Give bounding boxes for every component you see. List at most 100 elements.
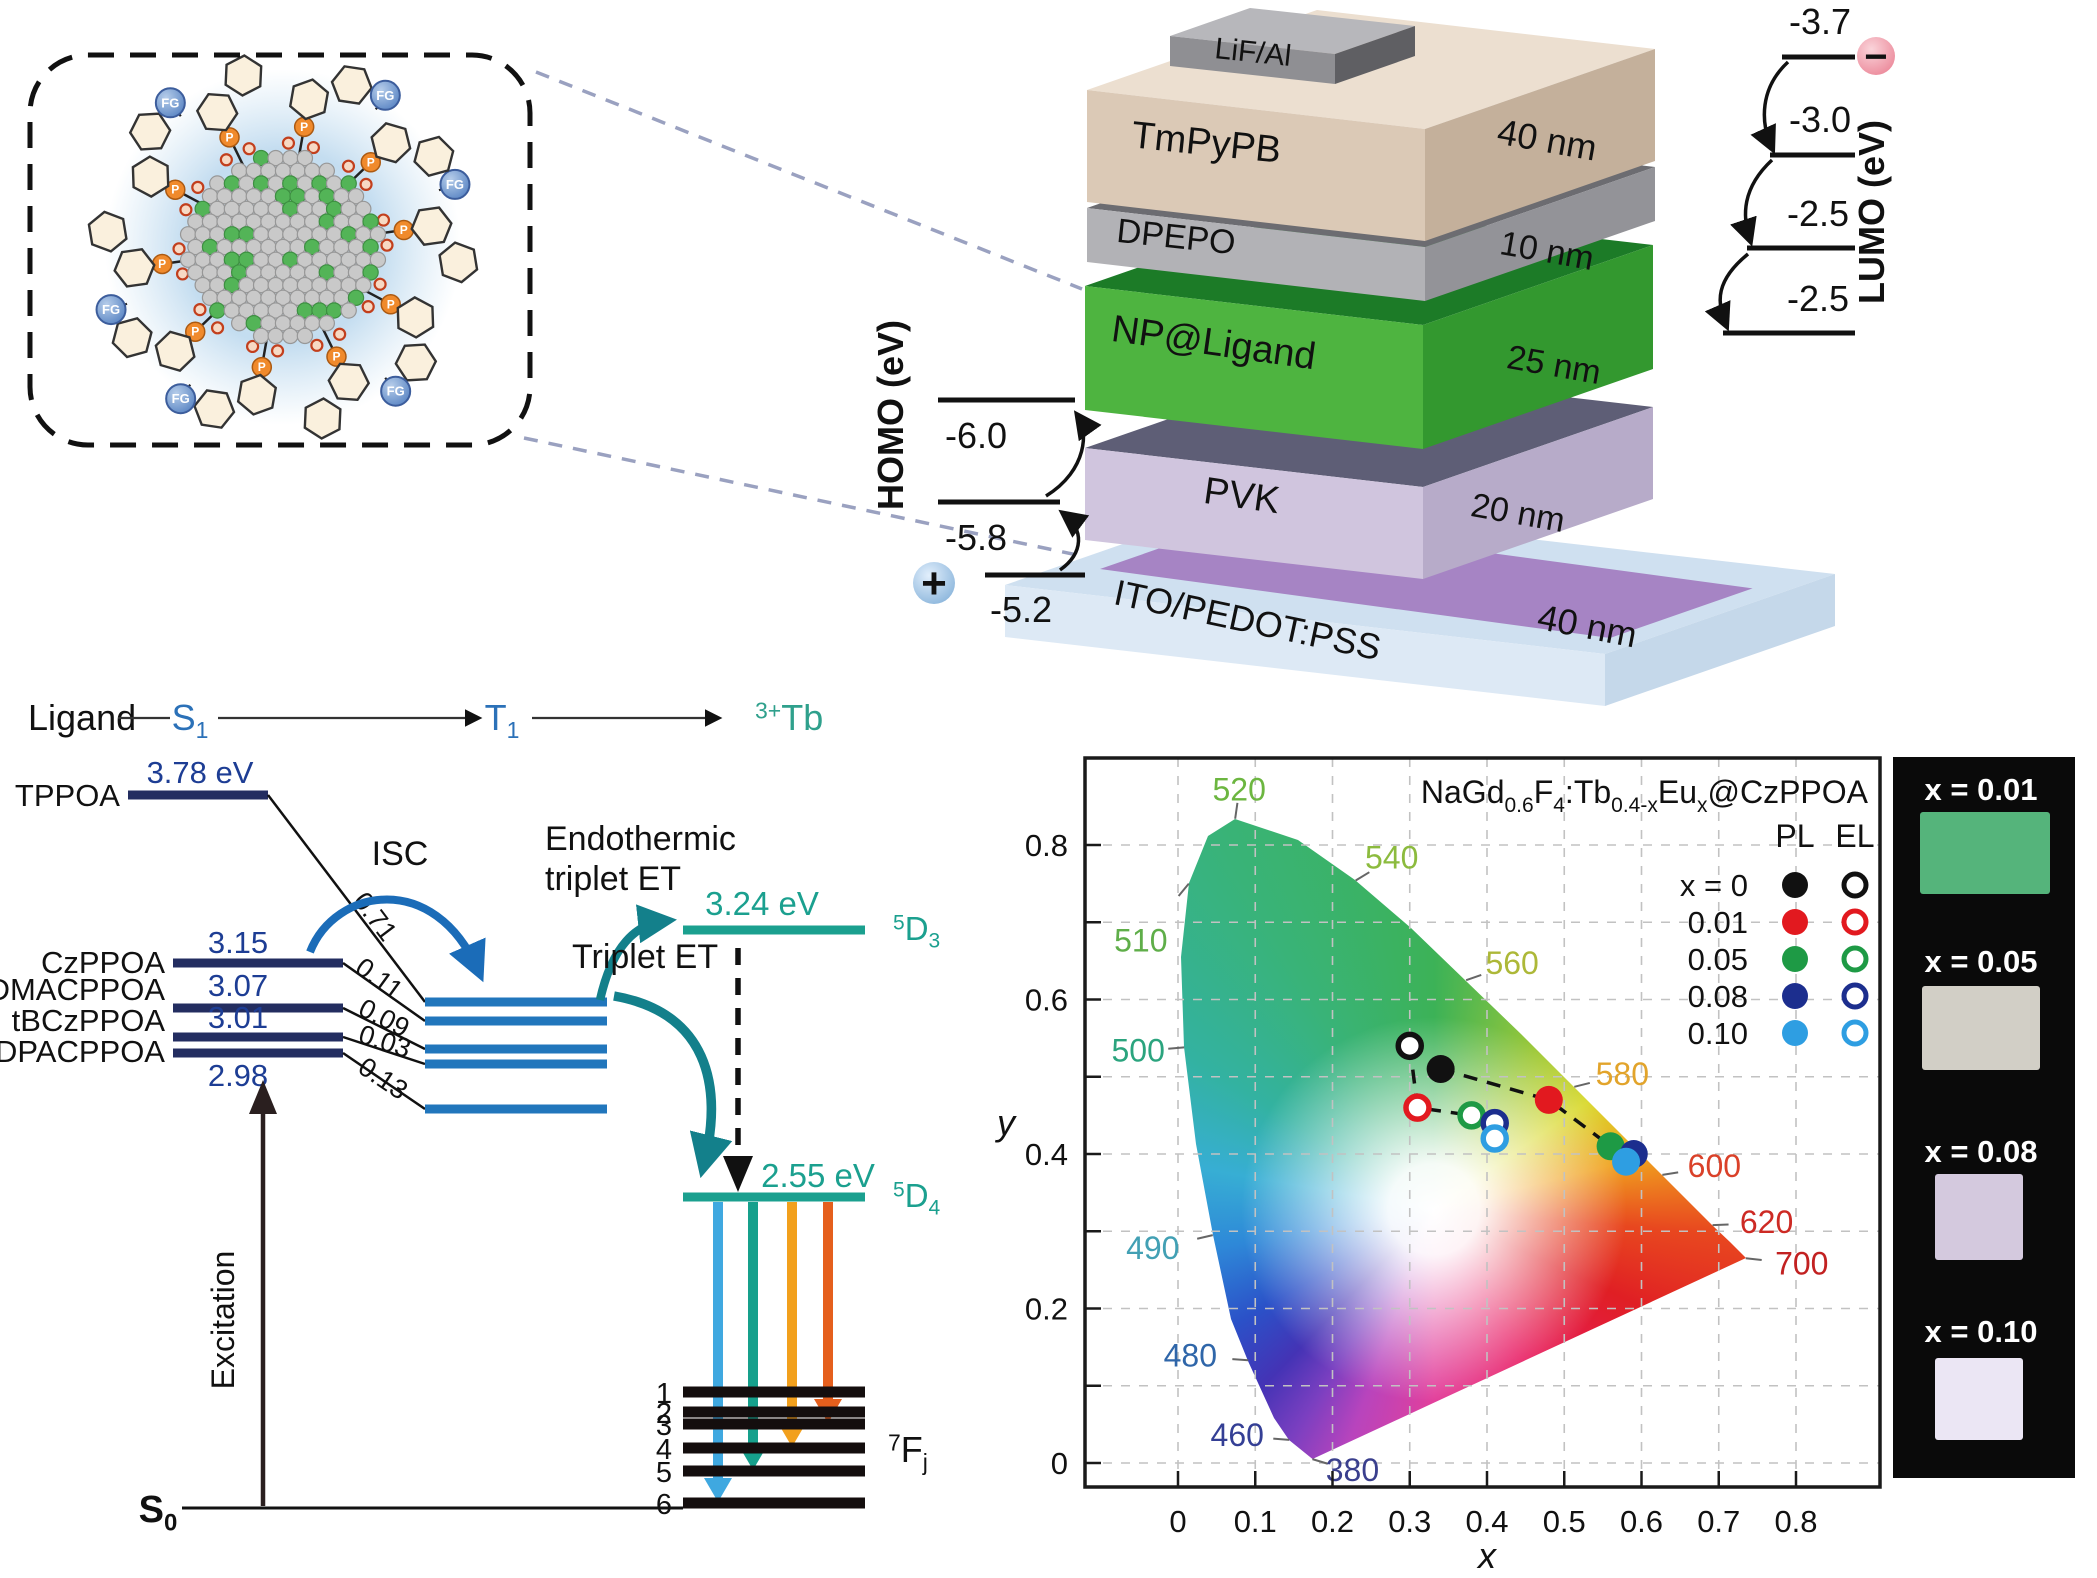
wavelength-tick: [1168, 1046, 1185, 1050]
plot-frame: [1083, 756, 1882, 1489]
wavelength-label: 380: [1326, 1452, 1379, 1488]
benzene-ring: [303, 397, 342, 440]
phosphorus-symbol: P: [226, 130, 234, 144]
ligand-group: P FG: [303, 325, 412, 440]
dopant-ion-dot: [340, 175, 357, 192]
dopant-ion-dot: [209, 302, 226, 319]
d3-term-label: 5D3: [893, 910, 940, 952]
ligand-name-label: tBCzPPOA: [12, 1003, 166, 1038]
ligand-group: P: [193, 333, 285, 429]
legend-header-pl: PL: [1775, 818, 1814, 854]
benzene-ring: [396, 296, 435, 339]
isc-connector-line: [342, 961, 426, 1023]
x-tick-label: 0.2: [1311, 1504, 1354, 1539]
tspan: 5: [893, 911, 905, 934]
tspan: F: [901, 1429, 923, 1470]
t1-header-label: T1: [485, 697, 520, 743]
benzene-ring: [128, 112, 172, 151]
oxygen-atom-icon: [210, 321, 225, 335]
excitation-arrowhead: [249, 1080, 277, 1114]
s1-energy-value: 3.78 eV: [147, 755, 254, 790]
wavelength-label: 560: [1485, 945, 1538, 981]
phosphorus-symbol: P: [332, 350, 340, 364]
layer-side-face: [1425, 167, 1655, 301]
oxygen-atom-icon: [245, 339, 260, 354]
photo-label: x = 0.01: [1925, 772, 2038, 807]
oxygen-atom-icon: [179, 203, 193, 217]
oxygen-atom-icon: [361, 300, 375, 314]
tspan: 1: [196, 717, 209, 743]
excitation-label: Excitation: [205, 1251, 241, 1390]
y-tick-label: 0.6: [1025, 983, 1068, 1018]
cie-gamut-fill: [1180, 815, 1752, 1467]
f-level-index: 6: [656, 1489, 672, 1521]
tspan: 1: [507, 717, 520, 743]
photo-label: x = 0.08: [1925, 1134, 2038, 1169]
device-photo-cell: x = 0.08: [1925, 1134, 2038, 1260]
legend-el-marker: [1841, 908, 1869, 936]
tspan: 0.6: [1504, 794, 1533, 817]
host-atom-dot: [282, 327, 299, 345]
functional-group-label: FG: [161, 95, 179, 110]
dopant-ion-dot: [362, 238, 379, 256]
layer-top-face: [1170, 8, 1415, 54]
el-data-point: [1403, 1093, 1432, 1122]
host-atom-dot: [347, 187, 365, 205]
wavelength-tick: [1355, 871, 1370, 882]
benzene-ring: [236, 373, 278, 416]
oxygen-atom-icon: [359, 177, 373, 192]
tspan: 0: [164, 1509, 177, 1536]
benzene-ring: [87, 210, 128, 253]
tspan: 7: [888, 1429, 901, 1455]
functional-group-icon: [95, 294, 127, 326]
layer-front-face: [1085, 286, 1423, 449]
f-level-index: 5: [656, 1457, 672, 1489]
hole-symbol: +: [921, 559, 947, 608]
ligand-group: P FG: [154, 54, 263, 169]
oxygen-atom-icon: [175, 267, 190, 281]
endothermic-triplet-et-arrow: [595, 904, 677, 1001]
functional-group-label: FG: [446, 177, 464, 192]
homo-level-value: -5.8: [945, 517, 1007, 558]
el-data-point: [1457, 1101, 1486, 1130]
wavelength-tick: [1232, 1358, 1249, 1362]
homo-level-value: -6.0: [945, 415, 1007, 456]
ligand-group: P: [128, 112, 206, 217]
hole-transfer-arrow-1: [1058, 509, 1090, 572]
layer-side-face: [1605, 574, 1835, 706]
host-atom-dot: [267, 327, 284, 345]
homo-axis-label: HOMO (eV): [870, 320, 911, 510]
phosphorus-symbol: P: [158, 257, 166, 271]
benzene-ring: [370, 122, 412, 164]
ligand-name-label: TPPOA: [15, 778, 120, 813]
wavelength-tick: [1465, 973, 1482, 982]
isc-connector-line: [342, 1006, 426, 1051]
benzene-ring: [413, 135, 455, 178]
wavelength-tick: [1234, 802, 1239, 819]
host-atom-dot: [355, 276, 372, 294]
host-atom-dot: [355, 200, 372, 218]
device-photo-cell: x = 0.01: [1920, 772, 2050, 894]
oxygen-atom-icon: [191, 180, 205, 194]
d4-term-label: 5D4: [893, 1177, 941, 1219]
f-level-index: 1: [656, 1378, 672, 1410]
tb-emission-arrowhead: [704, 1478, 732, 1502]
isc-connector-line: [342, 1051, 426, 1111]
layer-side-face: [1425, 49, 1655, 241]
phosphorus-atom-icon: [326, 346, 347, 367]
isc-connector-line: [342, 1035, 426, 1066]
hole-transfer-arrow-2: [1045, 410, 1102, 498]
benzene-ring: [394, 343, 438, 382]
lumo-energy-scale: -3.7 -3.0 -2.5 -2.5 LUMO (eV) −: [1704, 1, 1895, 336]
s1-header-label: S1: [172, 697, 209, 743]
layer-front-face: [1085, 448, 1423, 579]
host-atom-dot: [230, 315, 248, 332]
benzene-ring: [195, 92, 239, 132]
host-atom-dot: [252, 327, 270, 345]
electron-transfer-arrow-3: [1704, 252, 1750, 332]
ligand-group: P FG: [87, 210, 197, 326]
tspan: 3: [929, 929, 941, 952]
pl-data-point: [1534, 1085, 1563, 1114]
oxygen-atom-icon: [376, 213, 391, 227]
